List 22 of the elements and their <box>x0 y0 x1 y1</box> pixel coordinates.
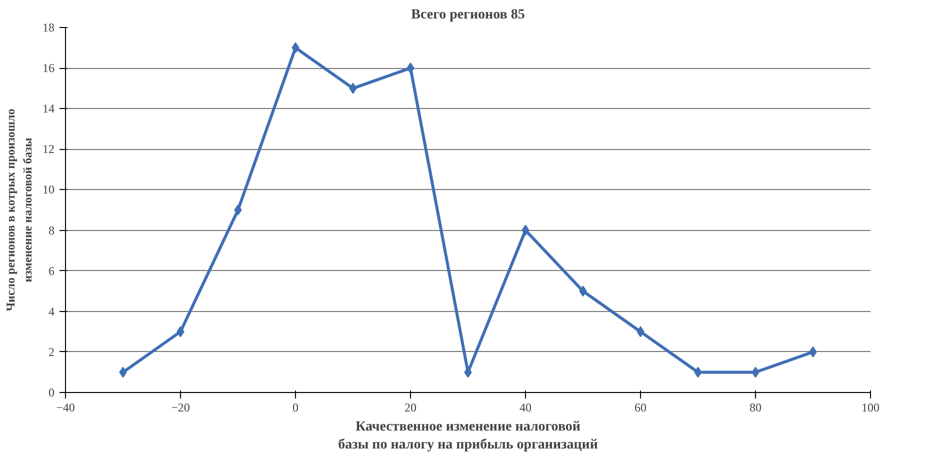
y-tick-label: 6 <box>48 264 54 278</box>
x-tick-label: −40 <box>56 400 75 414</box>
y-tick-label: 18 <box>42 20 54 34</box>
y-tick-label: 10 <box>42 182 54 197</box>
y-tick-label: 16 <box>42 61 54 76</box>
y-tick-label: 0 <box>48 386 54 400</box>
x-tick-label: 40 <box>520 400 532 414</box>
y-tick-label: 8 <box>48 223 54 238</box>
y-tick-label: 4 <box>48 304 54 318</box>
x-tick-label: 0 <box>292 400 298 414</box>
chart-title: Всего регионов 85 <box>411 8 525 22</box>
x-tick-label: 60 <box>634 400 646 414</box>
x-axis-title: Качественное изменение налоговой базы по налогу на прибыль организаций <box>338 420 598 452</box>
y-tick-label: 12 <box>42 142 54 156</box>
x-tick-label: 100 <box>862 400 880 414</box>
y-axis-title: Число регионов в котрых произошло изменение налоговой базы <box>4 108 34 312</box>
x-tick-label: 80 <box>750 400 762 414</box>
x-tick-label: −20 <box>171 400 190 414</box>
y-tick-label: 14 <box>42 102 54 116</box>
point <box>234 204 242 216</box>
y-tick-label: 2 <box>48 344 54 359</box>
x-tick-label: 20 <box>404 400 416 414</box>
